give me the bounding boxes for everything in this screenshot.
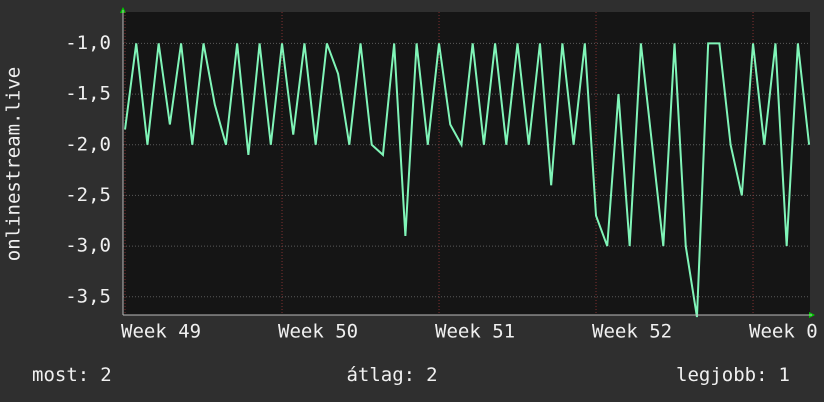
stat-value: 2: [100, 364, 111, 386]
stat-label: legjobb:: [676, 364, 768, 386]
stat: legjobb: 1: [676, 364, 790, 386]
x-tick-label: Week 50: [278, 321, 358, 343]
y-tick-label: -3,0: [65, 235, 111, 257]
stat-label: átlag:: [346, 364, 415, 386]
y-tick-label: -1,5: [65, 83, 111, 105]
x-tick-label: Week 49: [121, 321, 201, 343]
y-tick-label: -1,0: [65, 32, 111, 54]
data-line: [124, 42, 811, 318]
x-tick-label: Week 0: [749, 321, 818, 343]
stat-value: 1: [779, 364, 790, 386]
stat-value: 2: [426, 364, 437, 386]
y-axis-label: onlinestream.live: [3, 67, 25, 261]
stat: most: 2: [32, 364, 112, 386]
y-tick-label: -2,5: [65, 184, 111, 206]
x-tick-label: Week 52: [592, 321, 672, 343]
y-tick-label: -3,5: [65, 285, 111, 307]
x-tick-label: Week 51: [435, 321, 515, 343]
plot-area: [123, 12, 810, 315]
stat: átlag: 2: [346, 364, 437, 386]
y-tick-label: -2,0: [65, 133, 111, 155]
stat-label: most:: [32, 364, 89, 386]
